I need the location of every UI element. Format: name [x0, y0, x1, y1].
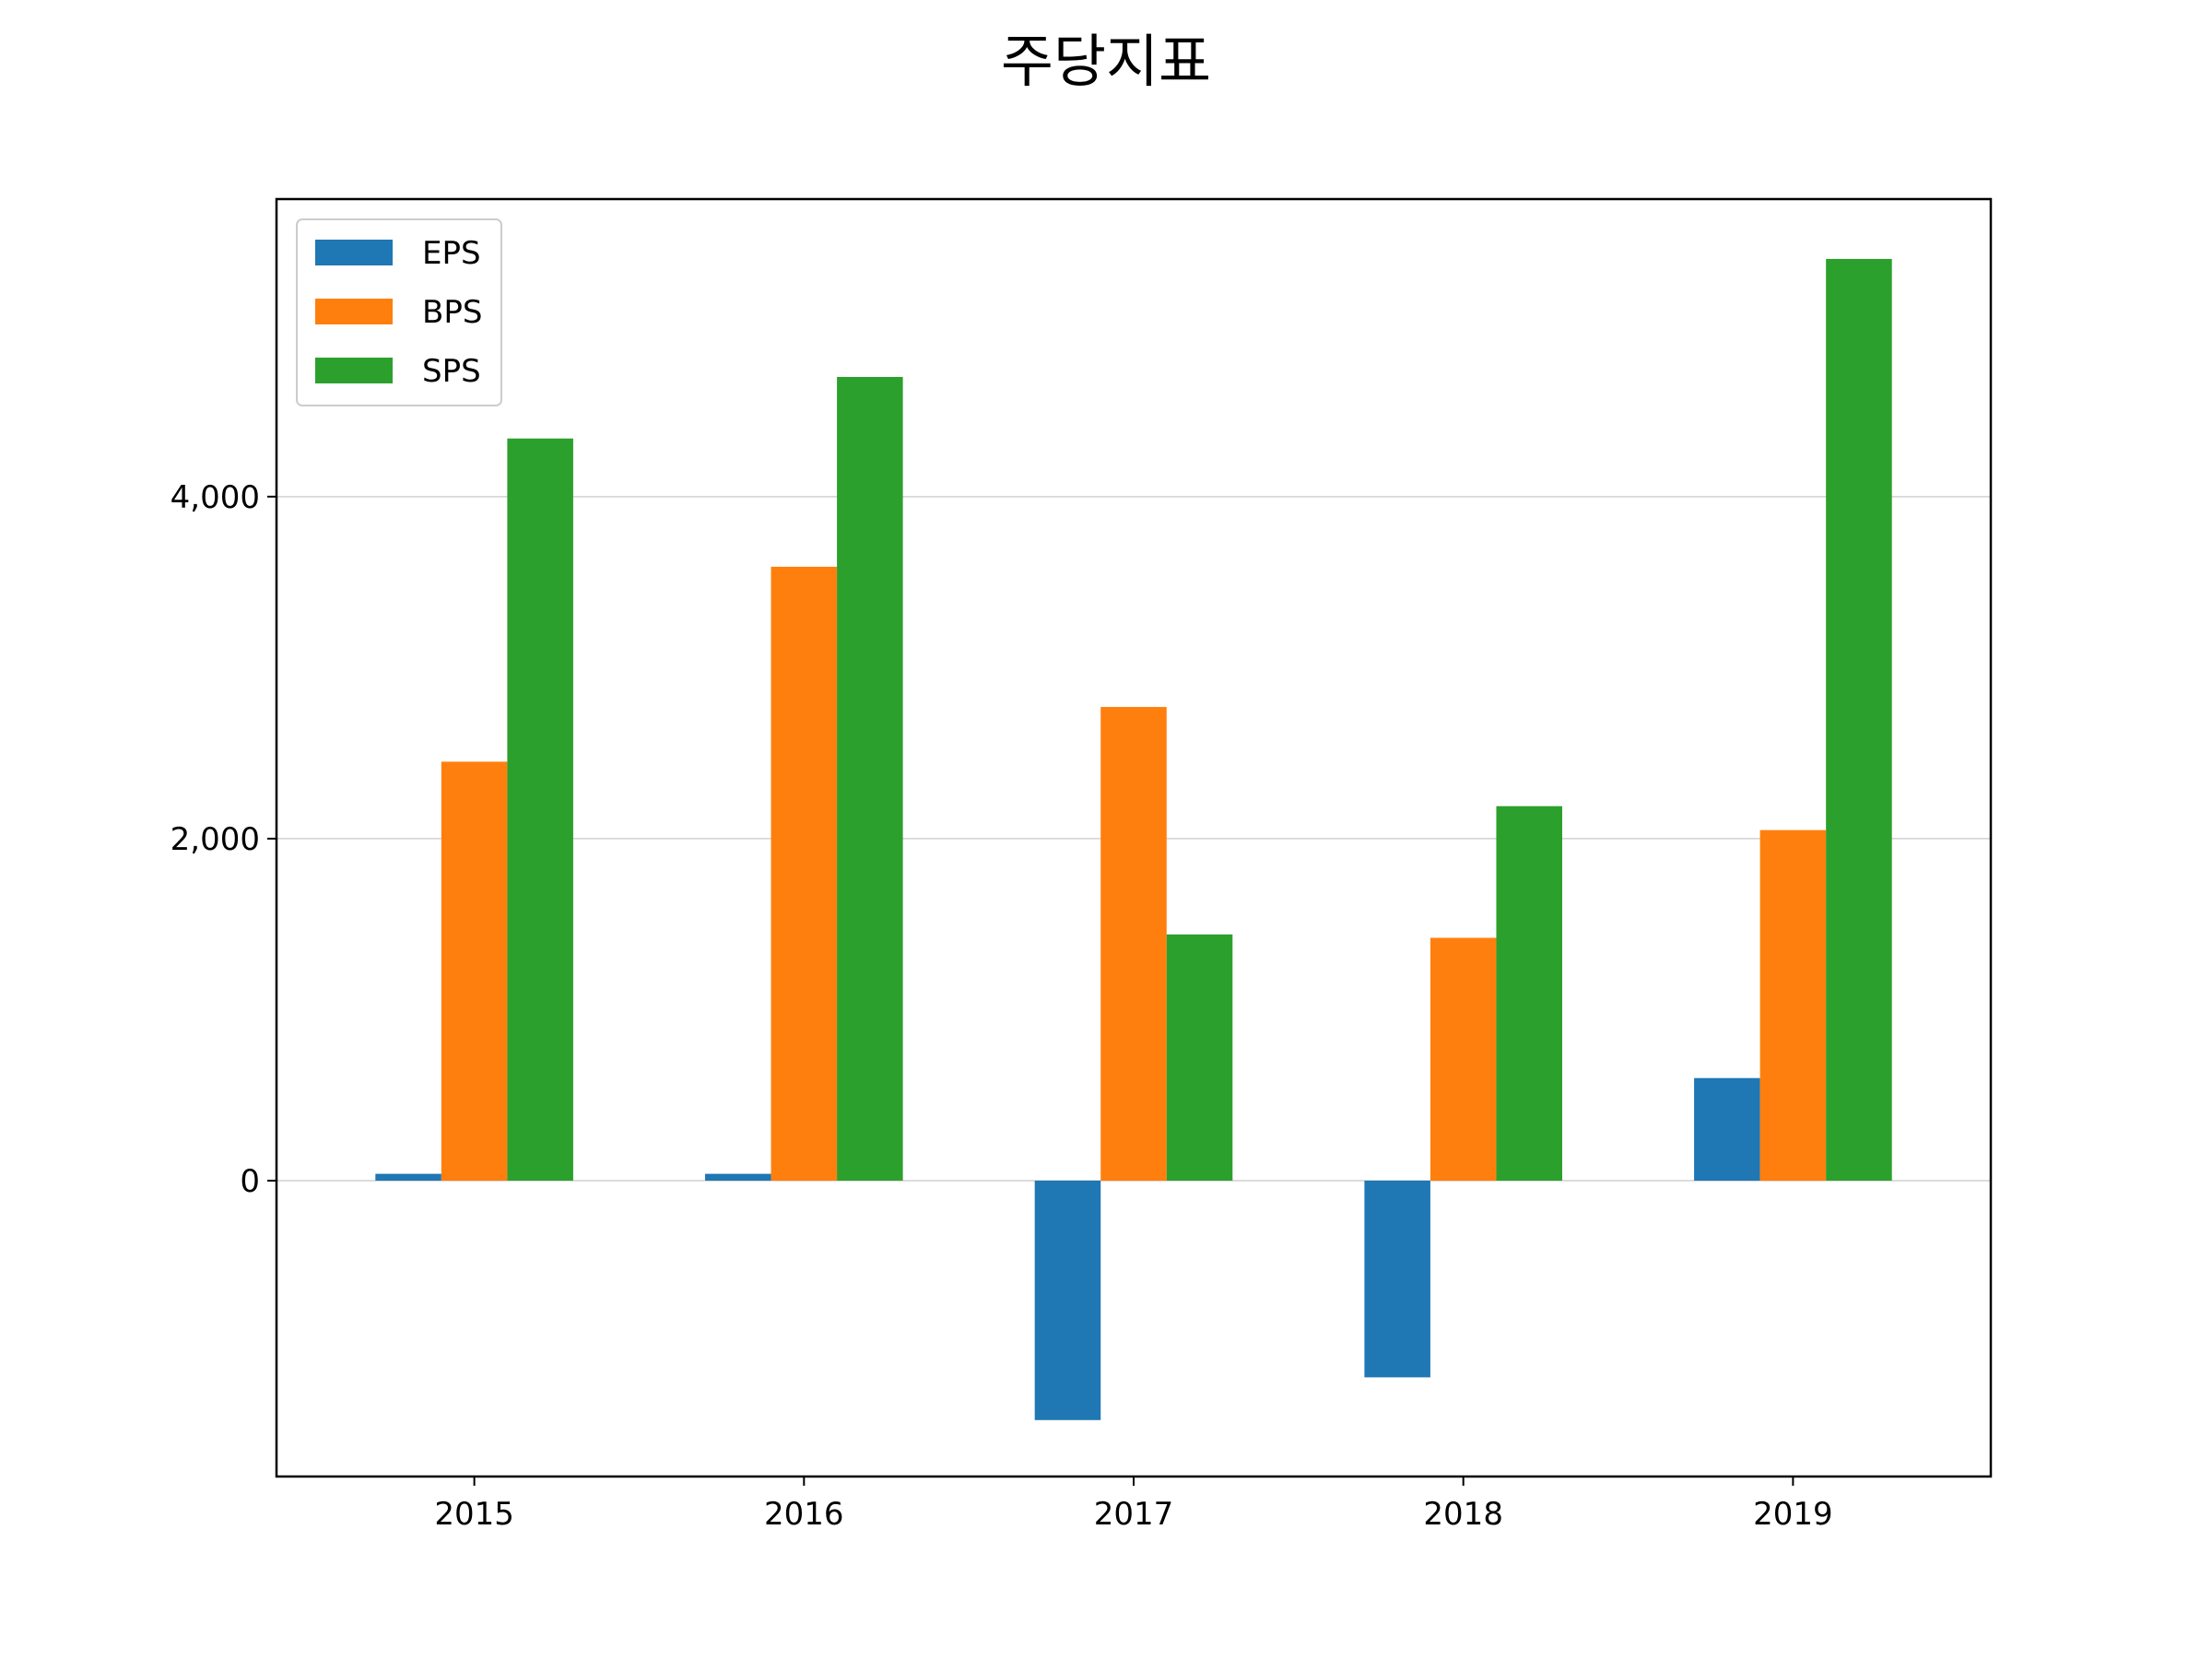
legend-label-eps: EPS	[422, 235, 481, 272]
bar-eps-2016	[705, 1173, 771, 1182]
bar-eps-2017	[1034, 1181, 1101, 1420]
bar-eps-2015	[375, 1173, 441, 1182]
legend-swatch-sps	[315, 358, 393, 383]
bar-bps-2017	[1100, 707, 1167, 1182]
bar-sps-2015	[507, 438, 573, 1182]
y-tick-label: 0	[240, 1163, 260, 1200]
x-tick-label: 2017	[1094, 1496, 1174, 1533]
x-tick-label: 2016	[764, 1496, 844, 1533]
bar-bps-2016	[771, 566, 838, 1182]
bar-sps-2017	[1166, 934, 1233, 1182]
legend-swatch-bps	[315, 299, 393, 324]
legend-label-sps: SPS	[422, 353, 481, 390]
x-tick-label: 2019	[1753, 1496, 1833, 1533]
x-tick-label: 2018	[1423, 1496, 1503, 1533]
y-axis: 0 2,000 4,000	[171, 479, 276, 1200]
legend-swatch-eps	[315, 240, 393, 265]
legend: EPS BPS SPS	[296, 218, 502, 406]
bar-bps-2015	[441, 761, 508, 1182]
y-tick-label: 2,000	[171, 821, 260, 858]
x-tick-label: 2015	[434, 1496, 514, 1533]
bar-bps-2018	[1430, 937, 1497, 1182]
bar-sps-2019	[1826, 258, 1892, 1182]
chart-title: 주당지표	[1001, 28, 1211, 95]
bar-eps-2018	[1364, 1181, 1430, 1378]
bar-bps-2019	[1759, 830, 1827, 1182]
y-tick-label: 4,000	[171, 479, 260, 516]
legend-label-bps: BPS	[422, 294, 482, 331]
bars	[375, 258, 1892, 1420]
bar-eps-2019	[1694, 1077, 1760, 1182]
bar-sps-2018	[1496, 806, 1562, 1182]
bar-sps-2016	[837, 376, 903, 1182]
x-axis: 2015 2016 2017 2018 2019	[434, 1477, 1833, 1533]
